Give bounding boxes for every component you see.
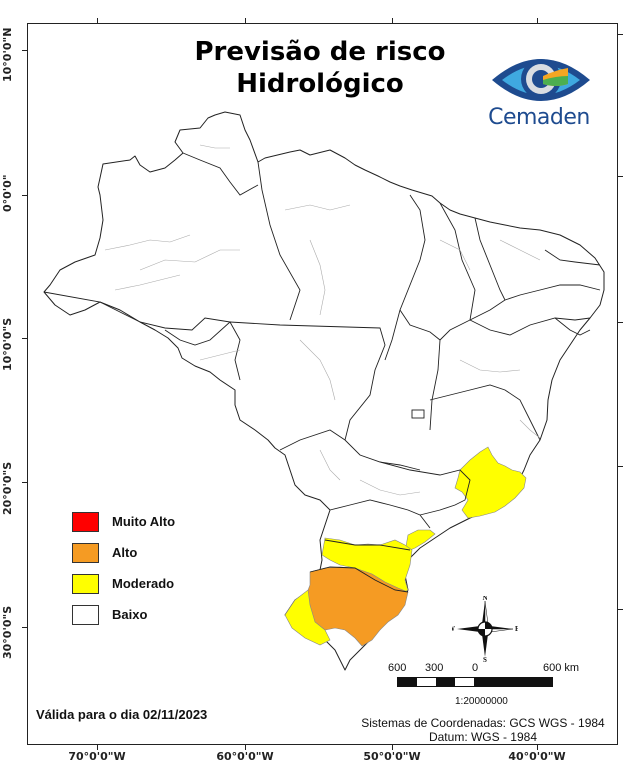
tick-0 (22, 195, 27, 196)
legend-label: Moderado (112, 576, 175, 591)
tick-50w-top (392, 18, 393, 23)
border-pe-ba (469, 317, 591, 336)
map-frame (27, 23, 618, 745)
cemaden-logo-icon (492, 59, 590, 101)
lon-label-70w: 70°0'0"W (68, 750, 126, 763)
title-line-2: Hidrológico (236, 69, 404, 99)
swatch-baixo (72, 604, 99, 625)
swatch-alto (72, 542, 99, 563)
border-pr-sc (324, 539, 411, 551)
scale-label-600-left: 600 (388, 662, 407, 674)
risk-moderado-west-rs (284, 589, 331, 646)
legend-label: Alto (112, 545, 138, 560)
lon-label-60w: 60°0'0"W (216, 750, 274, 763)
border-al-se (554, 317, 591, 336)
legend-item-baixo: Baixo (72, 599, 175, 630)
tick-right-1 (618, 34, 623, 35)
coordinate-info: Sistemas de Coordenadas: GCS WGS - 1984 … (350, 716, 616, 744)
tick-right-2 (618, 176, 623, 177)
border-mt (229, 321, 386, 441)
scale-label-0: 0 (472, 662, 479, 674)
scale-ratio: 1:20000000 (455, 696, 508, 707)
logo-text: Cemaden (488, 105, 590, 130)
border-rn-pb (544, 249, 601, 266)
compass-w: W (452, 625, 455, 633)
lon-label-40w: 40°0'0"W (508, 750, 566, 763)
compass-s: S (483, 656, 487, 662)
compass-n: N (482, 596, 487, 602)
tick-60w-bottom (245, 745, 246, 750)
tick-right-3 (618, 322, 623, 323)
border-am-pa (257, 161, 301, 321)
tick-70w-bottom (97, 745, 98, 750)
border-ms-go (279, 429, 421, 471)
datum: Datum: WGS - 1984 (428, 730, 538, 744)
scale-bar (397, 677, 553, 687)
border-mg-sp (379, 461, 471, 516)
legend-item-moderado: Moderado (72, 568, 175, 599)
border-ro (164, 321, 241, 381)
lat-label-10n: 10°0'0"N (1, 27, 14, 82)
scale-label-300: 300 (425, 662, 444, 674)
valid-date: Válida para o dia 02/11/2023 (36, 707, 208, 722)
border-rr (182, 152, 259, 196)
coord-system: Sistemas de Coordenadas: GCS WGS - 1984 (361, 716, 605, 730)
tick-60w-top (245, 18, 246, 23)
legend-label: Baixo (112, 607, 148, 622)
lat-label-10s: 10°0'0"S (1, 317, 14, 371)
tick-right-4 (618, 466, 623, 467)
legend-item-muito-alto: Muito Alto (72, 506, 175, 537)
tick-20s (22, 482, 27, 483)
legend-label: Muito Alto (112, 514, 176, 529)
tick-50w-bottom (392, 745, 393, 750)
tick-right-5 (618, 609, 623, 610)
compass-rose-icon: N S E W (452, 596, 518, 662)
border-ma-pi (439, 202, 476, 341)
lon-label-50w: 50°0'0"W (363, 750, 421, 763)
tick-40w-top (537, 18, 538, 23)
tick-70w-top (97, 18, 98, 23)
lat-label-0: 0°0'0" (1, 174, 14, 212)
lat-label-20s: 20°0'0"S (1, 461, 14, 515)
title-line-1: Previsão de risco (194, 37, 446, 67)
federal-district (411, 409, 425, 419)
tick-40w-bottom (537, 745, 538, 750)
brazil-risk-map (43, 111, 605, 671)
lat-label-30s: 30°0'0"S (1, 605, 14, 659)
tick-10s (22, 338, 27, 339)
border-am-south (43, 291, 231, 331)
border-ne-states (504, 284, 601, 301)
legend: Muito Alto Alto Moderado Baixo (72, 506, 175, 630)
border-pa-ma (384, 194, 426, 361)
tick-10n (22, 50, 27, 51)
border-sc-rs (309, 566, 409, 593)
tick-30s (22, 627, 27, 628)
swatch-moderado (72, 573, 99, 594)
risk-moderado-pr-sc (321, 537, 413, 596)
compass-e: E (515, 625, 518, 633)
border-sp-pr (329, 499, 431, 529)
risk-moderado-southeast (454, 446, 527, 519)
swatch-muito-alto (72, 511, 99, 532)
border-ba-mg (429, 384, 541, 441)
border-pi-ce (469, 217, 506, 321)
legend-item-alto: Alto (72, 537, 175, 568)
scale-label-600-km: 600 km (543, 662, 580, 674)
map-title: Previsão de risco Hidrológico (150, 36, 490, 100)
brazil-outline (43, 111, 605, 671)
